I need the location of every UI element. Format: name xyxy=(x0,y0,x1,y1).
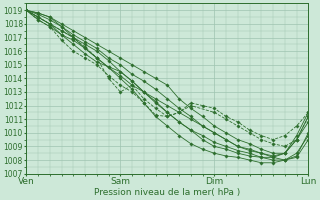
X-axis label: Pression niveau de la mer( hPa ): Pression niveau de la mer( hPa ) xyxy=(94,188,240,197)
